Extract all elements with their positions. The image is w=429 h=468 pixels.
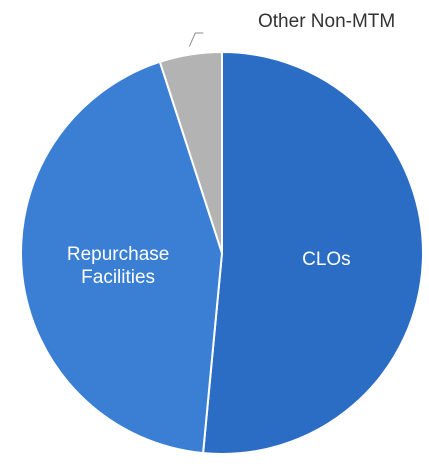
slice-label-line: Repurchase [67, 244, 169, 265]
slice-label-repurchase-facilities: Repurchase Facilities [67, 244, 169, 288]
leader-line-other-non-mtm [188, 32, 204, 47]
pie-slice-repurchase-facilities [20, 60, 223, 455]
slice-label-other-non-mtm: Other Non-MTM [258, 11, 395, 32]
slice-label-line: CLOs [302, 249, 351, 270]
slice-label-line: Facilities [81, 267, 155, 288]
slice-label-clos: CLOs [302, 249, 351, 270]
slice-labels: CLOs Repurchase Facilities Other Non-MTM [67, 11, 395, 288]
pie-slices [20, 51, 424, 455]
leader-lines [188, 32, 204, 47]
pie-slice-other-non-mtm [158, 51, 223, 254]
pie-slice-clos [202, 51, 424, 455]
